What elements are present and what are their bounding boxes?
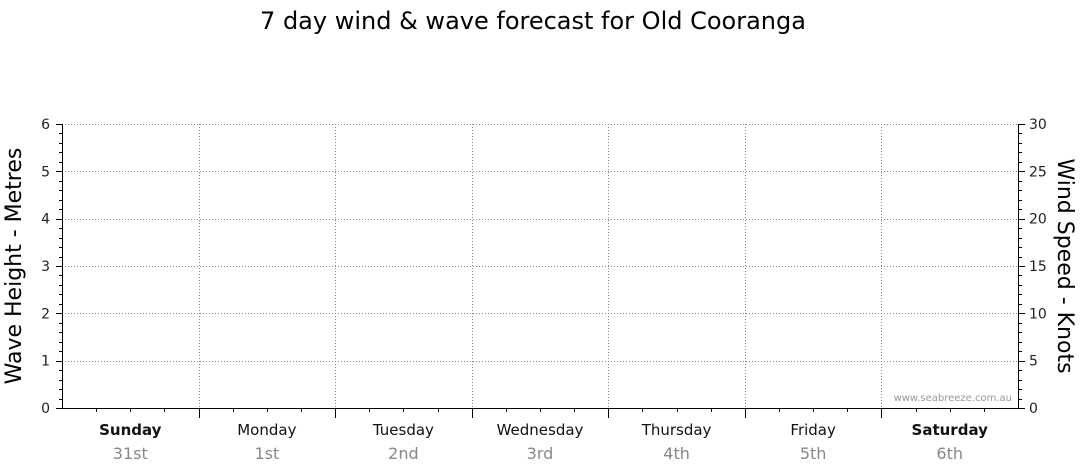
x-day-name: Monday [237, 421, 296, 439]
left-tick-label: 1 [41, 354, 50, 370]
chart-title: 7 day wind & wave forecast for Old Coora… [260, 7, 806, 35]
left-axis-title: Wave Height - Metres [2, 148, 27, 385]
x-day-name: Sunday [99, 421, 162, 439]
right-axis-title: Wind Speed - Knots [1052, 158, 1077, 373]
grid-layer [62, 124, 1018, 408]
x-day-date: 31st [113, 444, 148, 463]
x-day-date: 6th [936, 444, 963, 463]
left-tick-label: 6 [41, 117, 50, 133]
x-day-date: 3rd [527, 444, 554, 463]
x-day-name: Wednesday [497, 421, 584, 439]
left-tick-label: 5 [41, 164, 50, 180]
x-day-name: Saturday [912, 421, 989, 439]
right-tick-label: 0 [1029, 401, 1038, 417]
right-tick-label: 30 [1029, 117, 1047, 133]
x-day-name: Tuesday [372, 421, 434, 439]
left-tick-label: 0 [41, 401, 50, 417]
x-day-name: Friday [790, 421, 836, 439]
axis-layer [56, 124, 1025, 418]
right-tick-label: 15 [1029, 259, 1047, 275]
right-tick-label: 20 [1029, 212, 1047, 228]
right-tick-label: 10 [1029, 306, 1047, 322]
x-day-date: 4th [663, 444, 690, 463]
right-tick-label: 5 [1029, 354, 1038, 370]
x-day-date: 1st [254, 444, 279, 463]
right-tick-label: 25 [1029, 164, 1047, 180]
left-tick-label: 2 [41, 306, 50, 322]
left-tick-label: 3 [41, 259, 50, 275]
left-tick-label: 4 [41, 212, 50, 228]
x-day-name: Thursday [641, 421, 712, 439]
x-day-date: 5th [800, 444, 827, 463]
label-layer: 0 1 2 3 4 5 6 0 5 10 15 20 25 30 Sunday 31st Monday 1st Tu… [41, 117, 1047, 463]
watermark-text: www.seabreeze.com.au [894, 393, 1012, 404]
x-day-date: 2nd [388, 444, 418, 463]
